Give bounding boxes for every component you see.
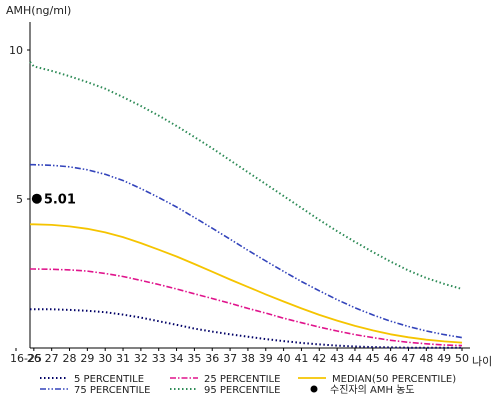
x-tick-label: 16-25 (10, 352, 42, 365)
x-tick-label: 47 (401, 352, 415, 365)
x-axis-label: 나이 (472, 355, 492, 368)
x-tick-label: 33 (152, 352, 166, 365)
x-tick-label: 31 (116, 352, 130, 365)
x-tick-label: 48 (419, 352, 433, 365)
legend-label-median-50-percentile: MEDIAN(50 PERCENTILE) (332, 374, 456, 385)
y-tick-label: 5 (16, 193, 23, 206)
series-line-95-percentile (29, 61, 463, 290)
patient-amh-point (31, 193, 42, 204)
x-tick-label: 32 (134, 352, 148, 365)
x-tick-label: 35 (187, 352, 201, 365)
x-tick-label: 36 (205, 352, 219, 365)
x-tick-label: 44 (348, 352, 362, 365)
x-tick-label: 45 (366, 352, 380, 365)
x-tick-label: 28 (63, 352, 77, 365)
x-tick-label: 43 (330, 352, 344, 365)
legend-label-25-percentile: 25 PERCENTILE (204, 374, 280, 385)
x-tick-label: 30 (98, 352, 112, 365)
x-tick-label: 37 (223, 352, 237, 365)
x-tick-label: 50 (455, 352, 469, 365)
x-tick-label: 46 (384, 352, 398, 365)
series-line-25-percentile (30, 268, 463, 347)
series-line-75-percentile (30, 163, 463, 339)
y-tick-label: 10 (9, 44, 23, 57)
x-tick-label: 40 (277, 352, 291, 365)
patient-amh-label: 5.01 (44, 193, 76, 208)
series-line-median-50-percentile (30, 223, 463, 344)
y-axis-label: AMH(ng/ml) (6, 4, 71, 17)
x-tick-label: 26 (27, 352, 41, 365)
series-line-5-percentile (30, 308, 462, 349)
x-tick-label: 42 (312, 352, 326, 365)
x-tick-label: 41 (294, 352, 308, 365)
legend-label-95-percentile: 95 PERCENTILE (204, 385, 280, 396)
x-tick-label: 29 (80, 352, 94, 365)
legend-label-patient-point: 수진자의 AMH 농도 (330, 384, 415, 396)
x-tick-label: 38 (241, 352, 255, 365)
x-tick-label: 27 (45, 352, 59, 365)
x-tick-label: 49 (437, 352, 451, 365)
legend-marker-patient-point (310, 385, 318, 393)
x-tick-label: 39 (259, 352, 273, 365)
legend-label-75-percentile: 75 PERCENTILE (74, 385, 150, 396)
x-tick-label: 34 (170, 352, 184, 365)
legend-label-5-percentile: 5 PERCENTILE (74, 374, 144, 385)
